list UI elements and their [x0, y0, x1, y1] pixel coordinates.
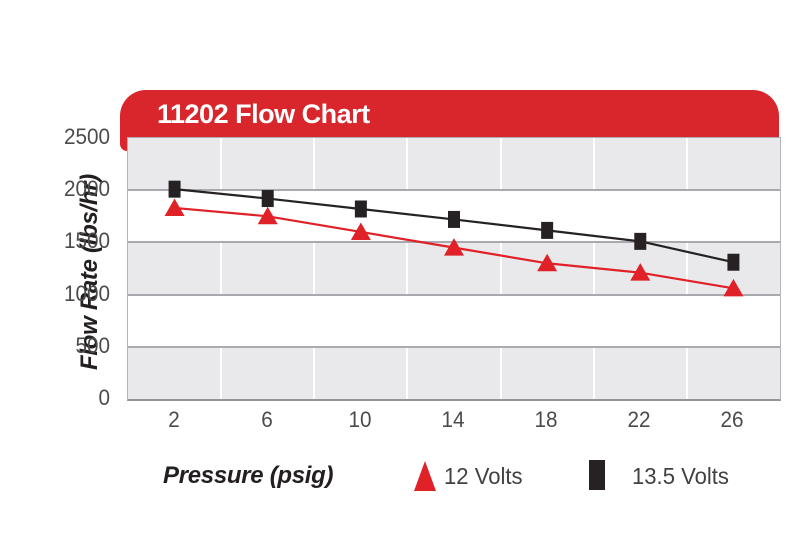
- chart-title: 11202 Flow Chart: [157, 99, 370, 129]
- x-tick-label: 10: [348, 407, 372, 432]
- x-tick-label: 18: [534, 407, 558, 432]
- grid-band: [128, 138, 780, 191]
- marker-square: [168, 180, 181, 198]
- v-gridline: [685, 138, 688, 399]
- x-tick-label: 14: [441, 407, 465, 432]
- h-gridline: [128, 345, 780, 348]
- marker-square: [261, 190, 274, 208]
- y-tick-label: 2500: [63, 124, 110, 149]
- legend-triangle-marker-icon: [414, 461, 436, 491]
- marker-triangle: [723, 278, 744, 297]
- marker-square: [448, 210, 460, 228]
- y-tick-label: 1000: [63, 280, 110, 306]
- v-gridline: [313, 138, 316, 399]
- x-axis-title: Pressure (psig): [163, 462, 334, 489]
- marker-triangle: [537, 253, 558, 272]
- marker-square: [354, 200, 367, 218]
- h-gridline: [128, 189, 780, 192]
- x-tick-label: 6: [260, 407, 273, 432]
- h-gridline: [128, 293, 780, 296]
- y-tick-label: 500: [75, 332, 110, 358]
- series-layer: [164, 180, 744, 297]
- marker-square: [634, 232, 647, 250]
- x-tick-label: 22: [627, 407, 651, 432]
- marker-triangle: [164, 198, 185, 216]
- y-tick-label: 1500: [63, 228, 110, 254]
- y-tick-label: 0: [98, 385, 110, 410]
- marker-square: [541, 221, 554, 239]
- v-gridline: [220, 138, 223, 399]
- legend-label-13-5-volts: 13.5 Volts: [632, 463, 729, 489]
- marker-triangle: [350, 222, 371, 240]
- legend-label-12-volts: 12 Volts: [444, 463, 523, 489]
- marker-triangle: [630, 263, 651, 281]
- marker-triangle: [444, 238, 464, 256]
- y-tick-label: 2000: [63, 176, 110, 202]
- x-tick-label: 2: [167, 407, 180, 432]
- marker-triangle: [257, 206, 278, 225]
- v-gridline: [406, 138, 409, 399]
- grid-band: [128, 346, 780, 399]
- chart-title-bar: 11202 Flow Chart: [120, 90, 779, 151]
- v-gridline: [499, 138, 502, 399]
- plot-area: [127, 137, 781, 401]
- x-tick-label: 26: [720, 407, 744, 432]
- grid-band: [128, 294, 780, 347]
- marker-square: [727, 253, 740, 271]
- legend-square-marker-icon: [589, 460, 605, 490]
